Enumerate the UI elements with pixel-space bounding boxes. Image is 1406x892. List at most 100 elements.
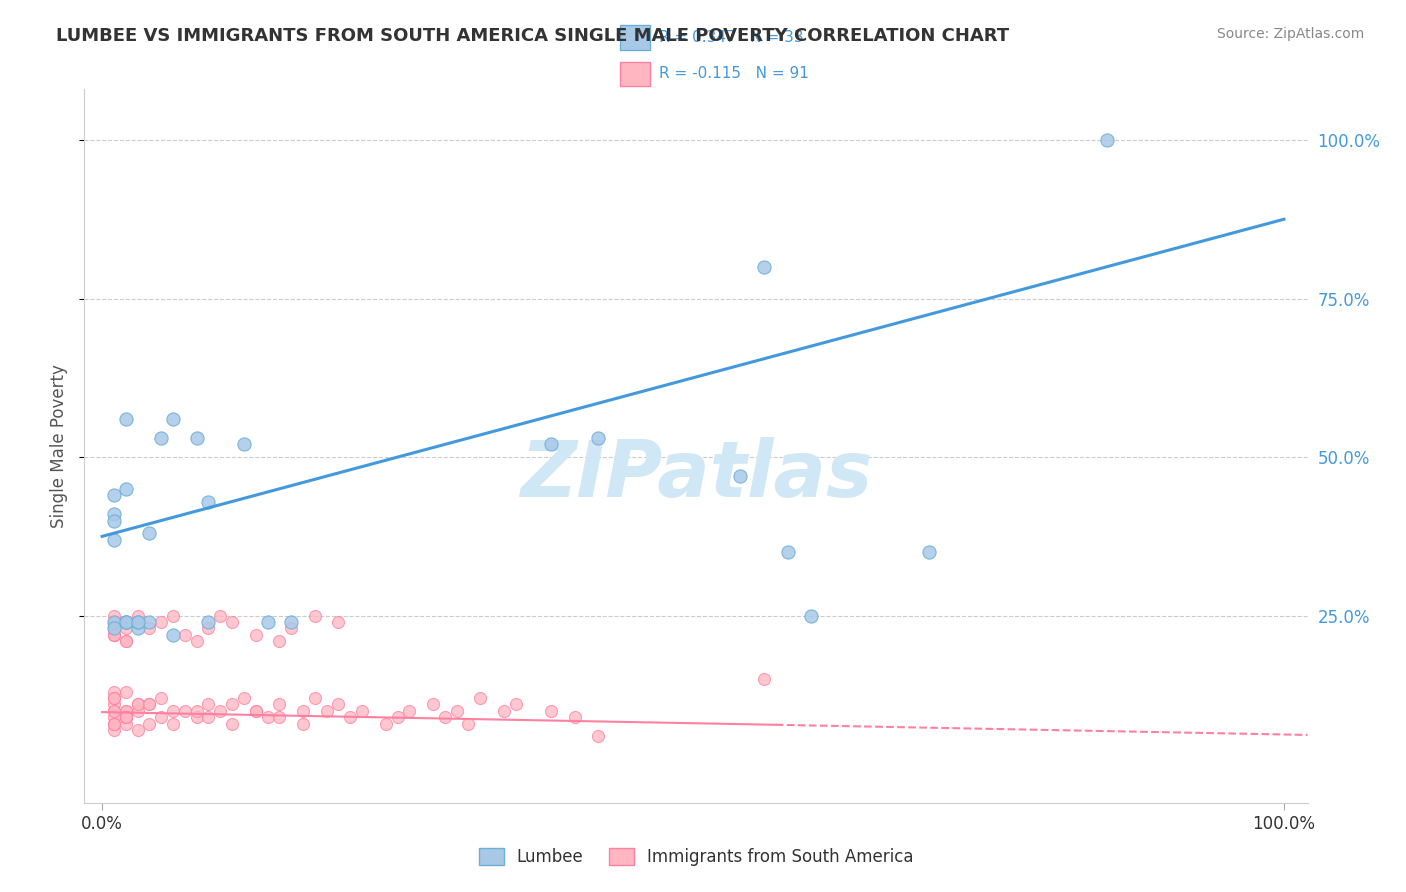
Point — [103, 716, 125, 731]
Point — [256, 710, 278, 724]
Point — [540, 704, 562, 718]
Point — [114, 634, 136, 648]
Point — [280, 615, 302, 629]
Point — [197, 615, 219, 629]
Point — [918, 545, 941, 559]
Point — [127, 723, 149, 737]
Text: R = 0.347   N = 33: R = 0.347 N = 33 — [659, 30, 803, 45]
Text: ZIPatlas: ZIPatlas — [520, 436, 872, 513]
Point — [138, 621, 160, 635]
Point — [103, 608, 125, 623]
Point — [127, 608, 149, 623]
Point — [315, 704, 337, 718]
Point — [114, 621, 136, 635]
Point — [103, 533, 125, 547]
Point — [103, 615, 125, 629]
Point — [138, 716, 160, 731]
Point — [150, 431, 173, 445]
Point — [103, 685, 125, 699]
Point — [114, 482, 136, 496]
Point — [103, 615, 125, 629]
Point — [103, 628, 125, 642]
Point — [138, 698, 160, 712]
Point — [127, 698, 149, 712]
FancyBboxPatch shape — [620, 26, 650, 50]
Point — [800, 608, 823, 623]
Point — [433, 710, 456, 724]
Point — [114, 685, 136, 699]
Point — [197, 698, 219, 712]
Point — [588, 729, 610, 743]
Point — [138, 615, 160, 629]
Point — [114, 710, 136, 724]
Point — [339, 710, 361, 724]
Point — [292, 704, 315, 718]
Point — [304, 691, 326, 706]
Point — [150, 615, 173, 629]
Point — [114, 634, 136, 648]
Y-axis label: Single Male Poverty: Single Male Poverty — [49, 364, 67, 528]
Point — [114, 704, 136, 718]
Point — [162, 608, 184, 623]
Point — [209, 608, 232, 623]
Point — [398, 704, 420, 718]
Point — [103, 507, 125, 521]
Point — [245, 704, 267, 718]
Point — [197, 494, 219, 508]
Point — [138, 526, 160, 541]
Point — [245, 628, 267, 642]
Point — [103, 615, 125, 629]
Point — [103, 716, 125, 731]
Point — [269, 698, 291, 712]
Point — [186, 431, 208, 445]
Point — [103, 691, 125, 706]
Point — [127, 615, 149, 629]
Point — [328, 615, 350, 629]
Point — [292, 716, 315, 731]
Point — [470, 691, 492, 706]
Point — [103, 723, 125, 737]
Point — [492, 704, 515, 718]
Point — [457, 716, 479, 731]
Point — [162, 628, 184, 642]
Point — [114, 710, 136, 724]
Point — [150, 710, 173, 724]
Point — [103, 621, 125, 635]
Point — [114, 615, 136, 629]
Point — [103, 628, 125, 642]
Point — [256, 615, 278, 629]
Text: Source: ZipAtlas.com: Source: ZipAtlas.com — [1216, 27, 1364, 41]
Point — [127, 621, 149, 635]
Point — [103, 514, 125, 528]
Point — [446, 704, 468, 718]
Point — [103, 704, 125, 718]
Point — [588, 431, 610, 445]
Point — [162, 704, 184, 718]
Point — [197, 621, 219, 635]
Point — [505, 698, 527, 712]
Point — [280, 621, 302, 635]
Point — [564, 710, 586, 724]
Point — [776, 545, 799, 559]
Point — [209, 704, 232, 718]
Point — [221, 615, 243, 629]
Point — [114, 710, 136, 724]
Point — [269, 710, 291, 724]
Point — [540, 437, 562, 451]
Point — [103, 710, 125, 724]
Point — [173, 628, 195, 642]
Point — [103, 488, 125, 502]
Point — [150, 691, 173, 706]
Point — [304, 608, 326, 623]
Point — [422, 698, 444, 712]
Point — [127, 698, 149, 712]
Point — [245, 704, 267, 718]
Point — [1095, 133, 1118, 147]
Point — [221, 716, 243, 731]
Point — [186, 710, 208, 724]
Point — [374, 716, 396, 731]
Point — [352, 704, 374, 718]
Point — [173, 704, 195, 718]
Point — [186, 634, 208, 648]
Point — [387, 710, 409, 724]
